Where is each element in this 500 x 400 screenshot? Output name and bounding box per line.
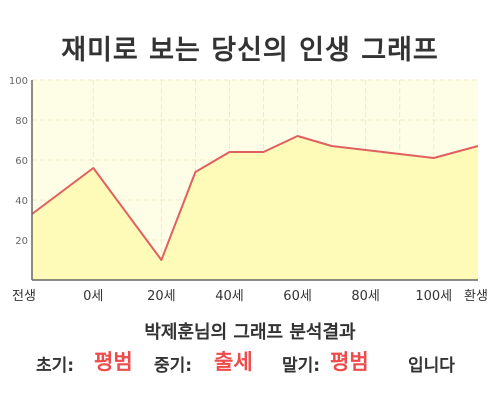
early-value: 평범 (94, 350, 133, 374)
x-tick-label: 100세 (415, 289, 452, 304)
x-tick-label: 60세 (283, 289, 312, 304)
y-tick-label: 80 (15, 116, 28, 127)
result-suffix: 입니다 (408, 356, 455, 376)
area-fill (32, 136, 478, 280)
mid-label: 중기: (154, 356, 193, 376)
late-label: 말기: (282, 356, 321, 376)
y-tick-label: 20 (15, 236, 28, 247)
x-tick-labels: 전생 0세 20세 40세 60세 80세 100세 환생 (12, 289, 488, 304)
mid-value: 출세 (214, 350, 253, 374)
chart-title: 재미로 보는 당신의 인생 그래프 (61, 35, 439, 66)
result-heading: 박제훈님의 그래프 분석결과 (144, 322, 356, 343)
axes (31, 80, 478, 281)
x-tick-label: 0세 (83, 289, 103, 304)
series-line (31, 135, 479, 261)
y-tick-labels: 20 40 60 80 100 (9, 76, 28, 247)
late-value: 평범 (330, 350, 369, 374)
x-tick-label: 환생 (464, 289, 488, 304)
x-tick-label: 40세 (215, 289, 244, 304)
x-tick-label: 80세 (351, 289, 380, 304)
x-tick-label: 20세 (147, 289, 176, 304)
early-label: 초기: (36, 356, 75, 376)
y-tick-label: 100 (9, 76, 28, 87)
y-tick-label: 40 (15, 196, 28, 207)
x-tick-label: 전생 (12, 289, 36, 304)
y-tick-label: 60 (15, 156, 28, 167)
result-summary: 초기: 평범 중기: 출세 말기: 평범 입니다 (28, 346, 488, 382)
